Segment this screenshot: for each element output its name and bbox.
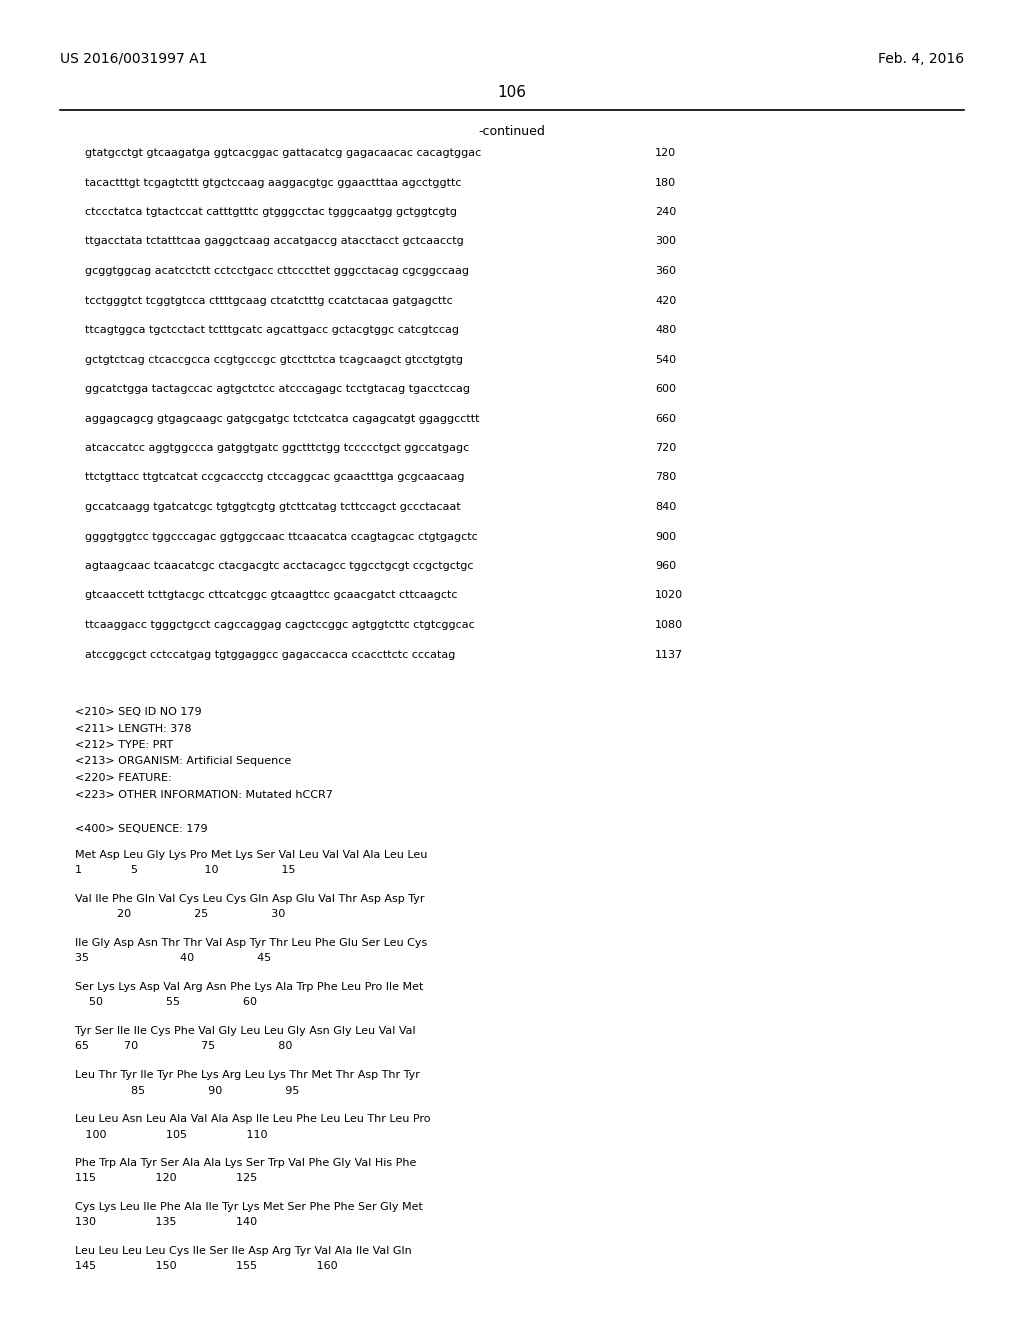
- Text: ttctgttacc ttgtcatcat ccgcaccctg ctccaggcac gcaactttga gcgcaacaag: ttctgttacc ttgtcatcat ccgcaccctg ctccagg…: [85, 473, 465, 483]
- Text: ttcagtggca tgctcctact tctttgcatc agcattgacc gctacgtggc catcgtccag: ttcagtggca tgctcctact tctttgcatc agcattg…: [85, 325, 459, 335]
- Text: <212> TYPE: PRT: <212> TYPE: PRT: [75, 741, 173, 750]
- Text: 1020: 1020: [655, 590, 683, 601]
- Text: Met Asp Leu Gly Lys Pro Met Lys Ser Val Leu Val Val Ala Leu Leu: Met Asp Leu Gly Lys Pro Met Lys Ser Val …: [75, 850, 427, 861]
- Text: ttcaaggacc tgggctgcct cagccaggag cagctccggc agtggtcttc ctgtcggcac: ttcaaggacc tgggctgcct cagccaggag cagctcc…: [85, 620, 475, 630]
- Text: Cys Lys Leu Ile Phe Ala Ile Tyr Lys Met Ser Phe Phe Ser Gly Met: Cys Lys Leu Ile Phe Ala Ile Tyr Lys Met …: [75, 1203, 423, 1212]
- Text: <223> OTHER INFORMATION: Mutated hCCR7: <223> OTHER INFORMATION: Mutated hCCR7: [75, 789, 333, 800]
- Text: <213> ORGANISM: Artificial Sequence: <213> ORGANISM: Artificial Sequence: [75, 756, 291, 767]
- Text: tcctgggtct tcggtgtcca cttttgcaag ctcatctttg ccatctacaa gatgagcttc: tcctgggtct tcggtgtcca cttttgcaag ctcatct…: [85, 296, 453, 305]
- Text: 65          70                  75                  80: 65 70 75 80: [75, 1041, 293, 1052]
- Text: 130                 135                 140: 130 135 140: [75, 1217, 257, 1228]
- Text: gtatgcctgt gtcaagatga ggtcacggac gattacatcg gagacaacac cacagtggac: gtatgcctgt gtcaagatga ggtcacggac gattaca…: [85, 148, 481, 158]
- Text: 360: 360: [655, 267, 676, 276]
- Text: ggcatctgga tactagccac agtgctctcc atcccagagc tcctgtacag tgacctccag: ggcatctgga tactagccac agtgctctcc atcccag…: [85, 384, 470, 393]
- Text: 1137: 1137: [655, 649, 683, 660]
- Text: -continued: -continued: [478, 125, 546, 139]
- Text: 20                  25                  30: 20 25 30: [75, 909, 286, 920]
- Text: ttgacctata tctatttcaa gaggctcaag accatgaccg atacctacct gctcaacctg: ttgacctata tctatttcaa gaggctcaag accatga…: [85, 236, 464, 247]
- Text: 115                 120                 125: 115 120 125: [75, 1173, 257, 1184]
- Text: 1080: 1080: [655, 620, 683, 630]
- Text: Leu Thr Tyr Ile Tyr Phe Lys Arg Leu Lys Thr Met Thr Asp Thr Tyr: Leu Thr Tyr Ile Tyr Phe Lys Arg Leu Lys …: [75, 1071, 420, 1080]
- Text: gtcaaccett tcttgtacgc cttcatcggc gtcaagttcc gcaacgatct cttcaagctc: gtcaaccett tcttgtacgc cttcatcggc gtcaagt…: [85, 590, 458, 601]
- Text: Phe Trp Ala Tyr Ser Ala Ala Lys Ser Trp Val Phe Gly Val His Phe: Phe Trp Ala Tyr Ser Ala Ala Lys Ser Trp …: [75, 1158, 417, 1168]
- Text: 420: 420: [655, 296, 676, 305]
- Text: 50                  55                  60: 50 55 60: [75, 998, 257, 1007]
- Text: Ser Lys Lys Asp Val Arg Asn Phe Lys Ala Trp Phe Leu Pro Ile Met: Ser Lys Lys Asp Val Arg Asn Phe Lys Ala …: [75, 982, 423, 993]
- Text: ggggtggtcc tggcccagac ggtggccaac ttcaacatca ccagtagcac ctgtgagctc: ggggtggtcc tggcccagac ggtggccaac ttcaaca…: [85, 532, 478, 541]
- Text: 840: 840: [655, 502, 676, 512]
- Text: 600: 600: [655, 384, 676, 393]
- Text: agtaagcaac tcaacatcgc ctacgacgtc acctacagcc tggcctgcgt ccgctgctgc: agtaagcaac tcaacatcgc ctacgacgtc acctaca…: [85, 561, 473, 572]
- Text: 100                 105                 110: 100 105 110: [75, 1130, 267, 1139]
- Text: 900: 900: [655, 532, 676, 541]
- Text: gcggtggcag acatcctctt cctcctgacc cttcccttet gggcctacag cgcggccaag: gcggtggcag acatcctctt cctcctgacc cttccct…: [85, 267, 469, 276]
- Text: 1              5                   10                  15: 1 5 10 15: [75, 866, 296, 875]
- Text: 660: 660: [655, 413, 676, 424]
- Text: <220> FEATURE:: <220> FEATURE:: [75, 774, 172, 783]
- Text: <400> SEQUENCE: 179: <400> SEQUENCE: 179: [75, 824, 208, 834]
- Text: 106: 106: [498, 84, 526, 100]
- Text: 180: 180: [655, 177, 676, 187]
- Text: <211> LENGTH: 378: <211> LENGTH: 378: [75, 723, 191, 734]
- Text: gccatcaagg tgatcatcgc tgtggtcgtg gtcttcatag tcttccagct gccctacaat: gccatcaagg tgatcatcgc tgtggtcgtg gtcttca…: [85, 502, 461, 512]
- Text: US 2016/0031997 A1: US 2016/0031997 A1: [60, 51, 208, 66]
- Text: atccggcgct cctccatgag tgtggaggcc gagaccacca ccaccttctc cccatag: atccggcgct cctccatgag tgtggaggcc gagacca…: [85, 649, 456, 660]
- Text: Tyr Ser Ile Ile Cys Phe Val Gly Leu Leu Gly Asn Gly Leu Val Val: Tyr Ser Ile Ile Cys Phe Val Gly Leu Leu …: [75, 1026, 416, 1036]
- Text: 300: 300: [655, 236, 676, 247]
- Text: Feb. 4, 2016: Feb. 4, 2016: [878, 51, 964, 66]
- Text: gctgtctcag ctcaccgcca ccgtgcccgc gtccttctca tcagcaagct gtcctgtgtg: gctgtctcag ctcaccgcca ccgtgcccgc gtccttc…: [85, 355, 463, 364]
- Text: 120: 120: [655, 148, 676, 158]
- Text: tacactttgt tcgagtcttt gtgctccaag aaggacgtgc ggaactttaa agcctggttc: tacactttgt tcgagtcttt gtgctccaag aaggacg…: [85, 177, 462, 187]
- Text: aggagcagcg gtgagcaagc gatgcgatgc tctctcatca cagagcatgt ggaggccttt: aggagcagcg gtgagcaagc gatgcgatgc tctctca…: [85, 413, 479, 424]
- Text: 480: 480: [655, 325, 676, 335]
- Text: Ile Gly Asp Asn Thr Thr Val Asp Tyr Thr Leu Phe Glu Ser Leu Cys: Ile Gly Asp Asn Thr Thr Val Asp Tyr Thr …: [75, 939, 427, 948]
- Text: ctccctatca tgtactccat catttgtttc gtgggcctac tgggcaatgg gctggtcgtg: ctccctatca tgtactccat catttgtttc gtgggcc…: [85, 207, 457, 216]
- Text: Leu Leu Asn Leu Ala Val Ala Asp Ile Leu Phe Leu Leu Thr Leu Pro: Leu Leu Asn Leu Ala Val Ala Asp Ile Leu …: [75, 1114, 430, 1125]
- Text: 35                          40                  45: 35 40 45: [75, 953, 271, 964]
- Text: Leu Leu Leu Leu Cys Ile Ser Ile Asp Arg Tyr Val Ala Ile Val Gln: Leu Leu Leu Leu Cys Ile Ser Ile Asp Arg …: [75, 1246, 412, 1257]
- Text: 240: 240: [655, 207, 676, 216]
- Text: atcaccatcc aggtggccca gatggtgatc ggctttctgg tccccctgct ggccatgagc: atcaccatcc aggtggccca gatggtgatc ggctttc…: [85, 444, 469, 453]
- Text: 720: 720: [655, 444, 676, 453]
- Text: 85                  90                  95: 85 90 95: [75, 1085, 299, 1096]
- Text: 960: 960: [655, 561, 676, 572]
- Text: Val Ile Phe Gln Val Cys Leu Cys Gln Asp Glu Val Thr Asp Asp Tyr: Val Ile Phe Gln Val Cys Leu Cys Gln Asp …: [75, 894, 425, 904]
- Text: 540: 540: [655, 355, 676, 364]
- Text: <210> SEQ ID NO 179: <210> SEQ ID NO 179: [75, 708, 202, 717]
- Text: 145                 150                 155                 160: 145 150 155 160: [75, 1262, 338, 1271]
- Text: 780: 780: [655, 473, 676, 483]
